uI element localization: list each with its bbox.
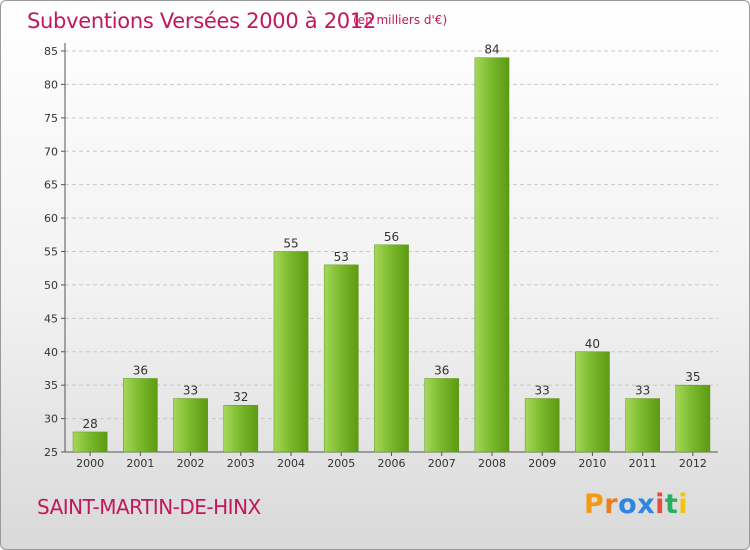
bar — [524, 398, 560, 453]
proxiti-logo: Proxiti — [584, 489, 688, 520]
data-label: 33 — [635, 384, 650, 398]
data-label: 84 — [484, 43, 499, 57]
y-tick-label: 75 — [44, 112, 58, 125]
x-tick-label: 2012 — [679, 457, 707, 470]
bar — [575, 351, 610, 453]
data-label: 36 — [133, 363, 148, 377]
x-tick-label: 2009 — [528, 457, 556, 470]
logo-letter: x — [637, 489, 656, 520]
data-label: 56 — [384, 230, 399, 244]
logo-letter: t — [664, 489, 679, 520]
bar — [474, 57, 510, 453]
bars — [72, 57, 711, 453]
y-tick-label: 40 — [44, 346, 58, 359]
x-tick-label: 2001 — [126, 457, 154, 470]
data-label: 53 — [334, 250, 349, 264]
logo-letter: r — [604, 489, 619, 520]
x-tick-label: 2008 — [478, 457, 506, 470]
bar — [424, 378, 460, 453]
bar — [323, 264, 359, 453]
y-tick-label: 45 — [44, 312, 58, 325]
bar — [675, 384, 711, 453]
bar — [173, 398, 208, 453]
y-tick-label: 80 — [44, 78, 58, 91]
chart-title: Subventions Versées 2000 à 2012 — [27, 9, 376, 33]
y-tick-label: 65 — [44, 179, 58, 192]
commune-name: SAINT-MARTIN-DE-HINX — [37, 495, 261, 519]
y-tick-label: 50 — [44, 279, 58, 292]
data-label: 55 — [283, 237, 298, 251]
logo-letter: i — [655, 489, 665, 520]
data-label: 33 — [535, 384, 550, 398]
y-tick-label: 30 — [44, 413, 58, 426]
data-label: 36 — [434, 363, 449, 377]
chart-subtitle: (en milliers d'€) — [353, 13, 448, 27]
data-labels: 28 36 33 32 55 53 56 36 84 33 40 33 35 — [82, 43, 700, 431]
bar — [123, 378, 158, 453]
logo-letter: i — [678, 489, 689, 520]
bar — [625, 398, 660, 453]
y-tick-label: 70 — [44, 145, 58, 158]
bar — [223, 404, 259, 453]
x-tick-label: 2004 — [277, 457, 305, 470]
data-label: 35 — [685, 370, 700, 384]
logo-letter: P — [584, 489, 605, 520]
data-label: 40 — [585, 337, 600, 351]
x-tick-label: 2007 — [428, 457, 456, 470]
x-tick-label: 2005 — [327, 457, 355, 470]
x-tick-labels: 2000 2001 2002 2003 2004 2005 2006 2007 2008 2009… — [76, 452, 707, 470]
bar — [72, 431, 108, 453]
data-label: 32 — [233, 390, 248, 404]
x-tick-label: 2006 — [378, 457, 406, 470]
bar — [273, 251, 309, 453]
x-tick-label: 2003 — [227, 457, 255, 470]
x-tick-label: 2000 — [76, 457, 104, 470]
y-tick-label: 55 — [44, 246, 58, 259]
x-tick-label: 2010 — [578, 457, 606, 470]
y-tick-label: 35 — [44, 379, 58, 392]
y-tick-label: 60 — [44, 212, 58, 225]
data-label: 33 — [183, 384, 198, 398]
y-tick-labels: 25 30 35 40 45 50 55 60 65 70 75 80 85 — [44, 45, 65, 459]
data-label: 28 — [82, 417, 97, 431]
y-tick-label: 25 — [44, 446, 58, 459]
y-tick-label: 85 — [44, 45, 58, 58]
logo-letter: o — [618, 489, 638, 520]
x-tick-label: 2011 — [629, 457, 657, 470]
bar — [374, 244, 409, 453]
x-tick-label: 2002 — [177, 457, 205, 470]
